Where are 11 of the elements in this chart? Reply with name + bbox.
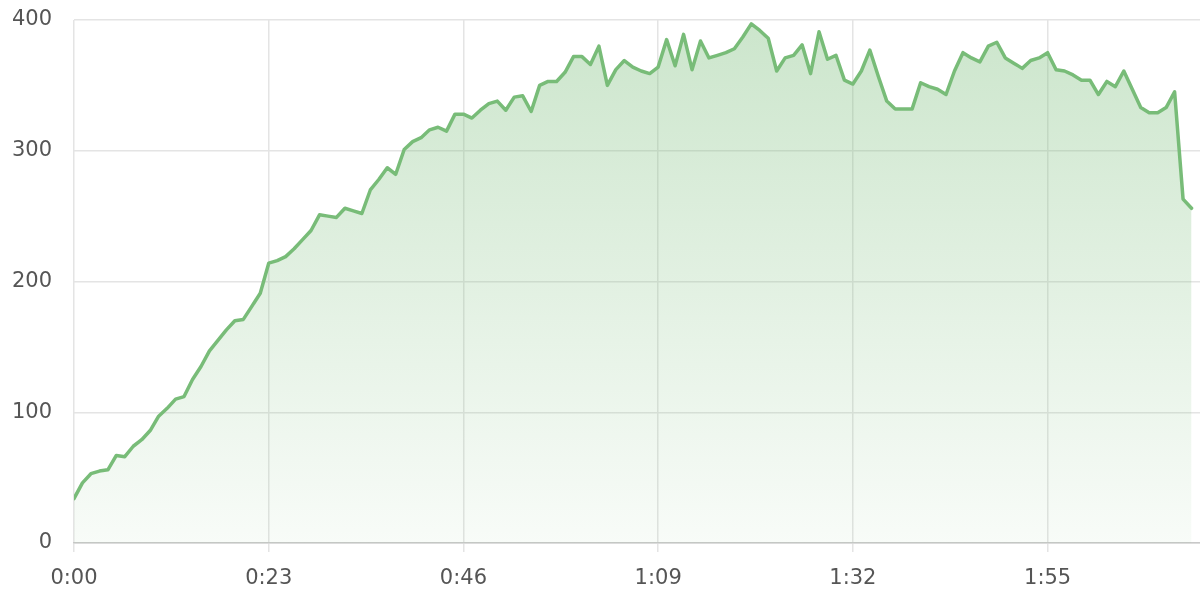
x-tick-label: 0:46: [439, 565, 488, 590]
x-tick-label: 1:09: [634, 565, 682, 590]
y-tick-label: 400: [11, 6, 52, 31]
y-tick-label: 200: [11, 267, 52, 292]
y-tick-label: 0: [38, 529, 52, 554]
y-tick-label: 100: [11, 398, 52, 423]
y-tick-label: 300: [11, 137, 52, 162]
x-tick-label: 0:00: [50, 565, 98, 590]
x-tick-label: 0:23: [245, 565, 293, 590]
x-tick-label: 1:55: [1024, 565, 1072, 590]
x-tick-label: 1:32: [829, 565, 877, 590]
